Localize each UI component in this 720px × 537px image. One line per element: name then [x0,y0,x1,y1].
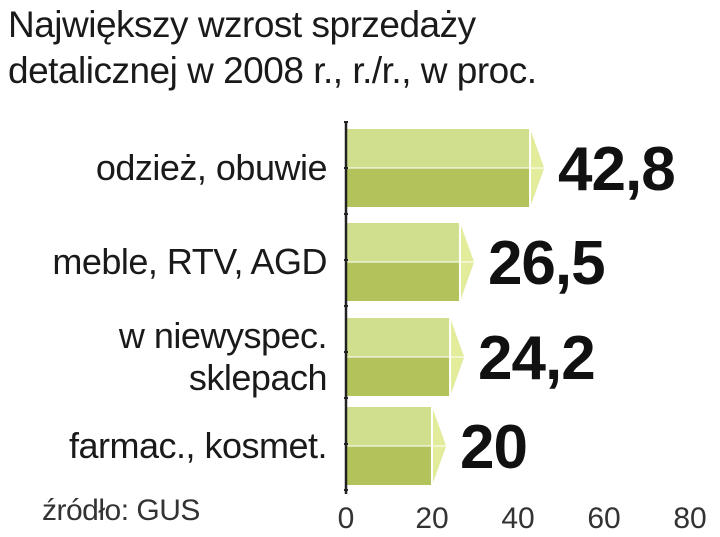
value-label: 20 [460,413,527,482]
chart-title: Największy wzrost sprzedaży detalicznej … [8,2,708,94]
bar [346,318,465,396]
category-labels-group: odzież, obuwie meble, RTV, AGD w niewyspec… [52,147,327,466]
bar-bottom-face [346,168,545,207]
bar-bottom-face [346,262,474,301]
x-tick-label: 60 [587,502,620,535]
source-note: źródło: GUS [42,494,200,527]
value-label: 24,2 [478,324,595,393]
bar-bottom-face [346,446,446,485]
bar [346,129,545,207]
value-label: 26,5 [488,229,605,298]
chart-title-line-1: Największy wzrost sprzedaży [8,4,476,45]
bar-top-face [346,223,474,262]
x-tick-label: 20 [415,502,448,535]
bar-bottom-face [346,357,465,396]
x-axis: 0 20 40 60 80 [338,121,707,535]
bars-group [346,129,545,485]
chart-title-line-2: detalicznej w 2008 r., r./r., w proc. [8,50,537,91]
category-label: meble, RTV, AGD [52,241,327,282]
value-label: 42,8 [558,135,675,204]
x-tick-label: 80 [673,502,706,535]
category-label: sklepach [189,357,327,398]
category-label: farmac., kosmet. [69,425,327,466]
bar-top-face [346,318,465,357]
bar-top-face [346,129,545,168]
category-label: w niewyspec. [118,315,327,356]
value-labels-group: 42,8 26,5 24,2 20 [460,135,676,482]
category-label: odzież, obuwie [96,147,327,188]
x-tick-label: 0 [338,502,355,535]
bar [346,223,474,301]
bar [346,407,446,485]
bar-top-face [346,407,446,446]
x-tick-label: 40 [501,502,534,535]
